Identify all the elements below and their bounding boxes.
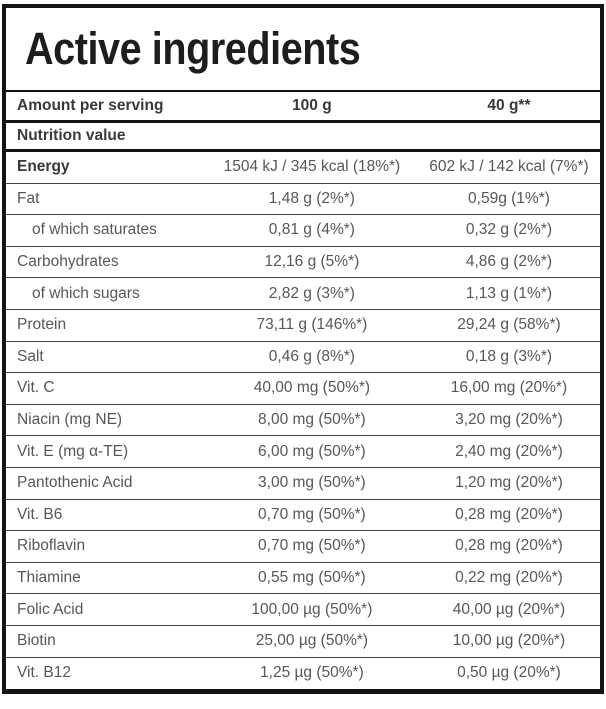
row-value-40g: 0,28 mg (20%*): [455, 505, 563, 523]
row-value-40g: 0,59g (1%*): [468, 189, 550, 207]
section-header-nutrition-value: Nutrition value: [6, 123, 600, 152]
row-value-40g: 2,40 mg (20%*): [455, 442, 563, 460]
row-label: Vit. B6: [17, 505, 63, 523]
table-row: Vit. B6 0,70 mg (50%*) 0,28 mg (20%*): [6, 500, 600, 532]
row-value-40g: 1,13 g (1%*): [465, 284, 553, 302]
row-value-100g: 100,00 µg (50%*): [251, 600, 373, 618]
row-value-40g: 0,22 mg (20%*): [455, 569, 563, 587]
row-value-100g: 40,00 mg (50%*): [253, 379, 371, 397]
row-value-40g: 0,32 g (2%*): [465, 221, 553, 239]
row-label: of which sugars: [32, 284, 140, 302]
table-row: Vit. C 40,00 mg (50%*) 16,00 mg (20%*): [6, 373, 600, 405]
row-value-40g: 4,86 g (2%*): [465, 253, 553, 271]
row-value-100g: 2,82 g (3%*): [268, 284, 355, 302]
row-value-40g: 0,18 g (3%*): [465, 347, 553, 365]
row-value-100g: 12,16 g (5%*): [264, 253, 360, 271]
table-row: Carbohydrates 12,16 g (5%*) 4,86 g (2%*): [6, 247, 600, 279]
row-label: Thiamine: [17, 569, 81, 587]
row-label: Vit. C: [17, 379, 55, 397]
row-label: Fat: [17, 189, 40, 207]
row-value-40g: 602 kJ / 142 kcal (7%*): [429, 158, 589, 176]
table-row: Folic Acid 100,00 µg (50%*) 40,00 µg (20…: [6, 594, 600, 626]
section-header-label: Nutrition value: [17, 127, 126, 144]
nutrition-table-body: Energy 1504 kJ / 345 kcal (18%*) 602 kJ …: [6, 152, 600, 689]
row-label: Folic Acid: [17, 600, 84, 618]
row-value-100g: 8,00 mg (50%*): [258, 411, 366, 429]
row-label: Vit. E (mg α-TE): [17, 442, 129, 460]
table-row: Vit. B12 1,25 µg (50%*) 0,50 µg (20%*): [6, 658, 600, 690]
row-value-40g: 40,00 µg (20%*): [452, 600, 566, 618]
table-row: Niacin (mg NE) 8,00 mg (50%*) 3,20 mg (2…: [6, 405, 600, 437]
row-value-100g: 25,00 µg (50%*): [255, 632, 369, 650]
table-row: Biotin 25,00 µg (50%*) 10,00 µg (20%*): [6, 626, 600, 658]
row-value-100g: 0,46 g (8%*): [268, 347, 355, 365]
row-label: Salt: [17, 347, 44, 365]
row-value-100g: 1504 kJ / 345 kcal (18%*): [223, 158, 401, 176]
table-row: Vit. E (mg α-TE) 6,00 mg (50%*) 2,40 mg …: [6, 436, 600, 468]
row-label: Protein: [17, 316, 67, 334]
row-value-40g: 16,00 mg (20%*): [450, 379, 568, 397]
row-value-40g: 0,28 mg (20%*): [455, 537, 563, 555]
table-row: Energy 1504 kJ / 345 kcal (18%*) 602 kJ …: [6, 152, 600, 184]
row-label: of which saturates: [32, 221, 157, 239]
row-value-100g: 0,70 mg (50%*): [258, 505, 366, 523]
row-value-100g: 0,55 mg (50%*): [258, 569, 366, 587]
row-value-100g: 0,81 g (4%*): [268, 221, 355, 239]
row-value-40g: 1,20 mg (20%*): [455, 474, 563, 492]
row-value-40g: 29,24 g (58%*): [457, 316, 561, 334]
row-label: Pantothenic Acid: [17, 474, 133, 492]
row-value-100g: 3,00 mg (50%*): [258, 474, 366, 492]
column-header-label: Amount per serving: [17, 97, 164, 114]
row-value-40g: 10,00 µg (20%*): [452, 632, 566, 650]
column-header-row: Amount per serving 100 g 40 g**: [6, 92, 600, 123]
row-label: Biotin: [17, 632, 56, 650]
row-label: Energy: [17, 158, 70, 176]
row-value-100g: 73,11 g (146%*): [256, 316, 368, 334]
row-value-100g: 0,70 mg (50%*): [258, 537, 366, 555]
table-row: Salt 0,46 g (8%*) 0,18 g (3%*): [6, 342, 600, 374]
row-label: Vit. B12: [17, 664, 72, 682]
column-header-40g: 40 g**: [487, 97, 531, 114]
row-label: Riboflavin: [17, 537, 86, 555]
row-value-100g: 1,48 g (2%*): [268, 189, 355, 207]
column-header-100g: 100 g: [292, 97, 332, 114]
row-label: Niacin (mg NE): [17, 411, 123, 429]
row-value-40g: 3,20 mg (20%*): [455, 411, 563, 429]
table-row: Protein 73,11 g (146%*) 29,24 g (58%*): [6, 310, 600, 342]
table-row: Pantothenic Acid 3,00 mg (50%*) 1,20 mg …: [6, 468, 600, 500]
row-value-40g: 0,50 µg (20%*): [457, 664, 561, 682]
table-row: of which saturates 0,81 g (4%*) 0,32 g (…: [6, 215, 600, 247]
table-title-row: Active ingredients: [6, 8, 600, 92]
page-title: Active ingredients: [25, 23, 361, 74]
table-row: Riboflavin 0,70 mg (50%*) 0,28 mg (20%*): [6, 531, 600, 563]
row-value-100g: 1,25 µg (50%*): [260, 664, 364, 682]
table-row: of which sugars 2,82 g (3%*) 1,13 g (1%*…: [6, 278, 600, 310]
table-row: Thiamine 0,55 mg (50%*) 0,22 mg (20%*): [6, 563, 600, 595]
table-row: Fat 1,48 g (2%*) 0,59g (1%*): [6, 184, 600, 216]
row-label: Carbohydrates: [17, 253, 119, 271]
row-value-100g: 6,00 mg (50%*): [258, 442, 366, 460]
nutrition-facts-table: Active ingredients Amount per serving 10…: [2, 4, 604, 695]
